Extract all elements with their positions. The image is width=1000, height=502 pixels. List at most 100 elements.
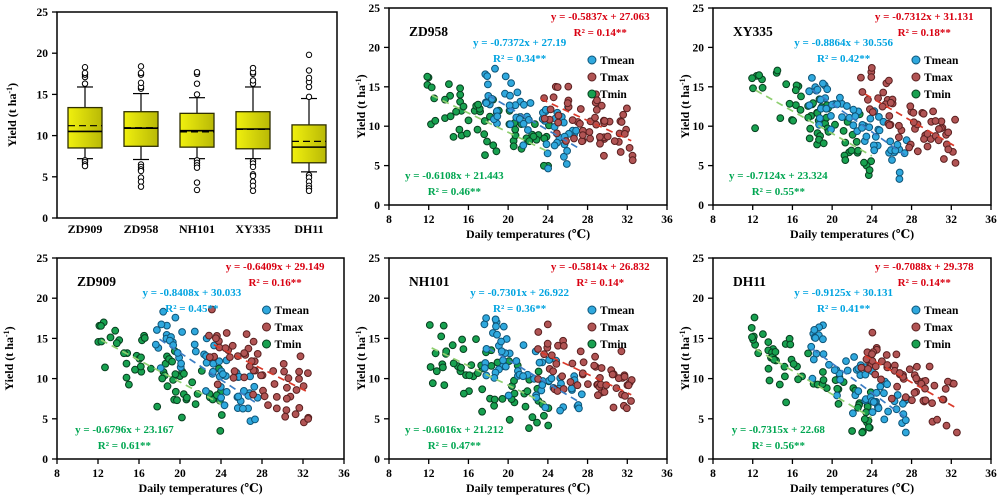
y-axis: 0 5 10 15 20 25 — [369, 3, 389, 212]
svg-text:20: 20 — [37, 293, 49, 305]
equation-tmax: y = -0.5814x + 26.832 R² = 0.14* — [551, 261, 650, 289]
plot-frame — [388, 257, 668, 460]
scatter-points-tmean — [481, 64, 581, 173]
svg-text:36: 36 — [985, 214, 997, 226]
y-axis-label: Yield (t ha-1) — [2, 326, 16, 390]
svg-text:0: 0 — [698, 200, 704, 212]
legend-marker-tmean — [911, 305, 921, 315]
svg-text:28: 28 — [906, 214, 918, 226]
equation-tmin: y = -0.7315x + 22.68 R² = 0.56** — [732, 424, 826, 452]
outlier-point — [305, 51, 313, 59]
category-label-zd909: ZD909 — [68, 222, 103, 236]
trend-line-tmin — [755, 348, 873, 419]
svg-text:8: 8 — [386, 214, 392, 226]
legend: Tmean Tmax Tmin — [262, 305, 310, 351]
svg-text:y = -0.6409x + 29.149: y = -0.6409x + 29.149 — [226, 261, 325, 273]
legend-marker-tmean — [587, 55, 597, 65]
svg-text:20: 20 — [369, 42, 381, 54]
svg-text:y = -0.9125x + 30.131: y = -0.9125x + 30.131 — [794, 287, 893, 299]
svg-text:24: 24 — [866, 468, 878, 480]
svg-text:y = -0.7301x + 26.922: y = -0.7301x + 26.922 — [470, 287, 569, 299]
scatter-points-tmax — [857, 328, 961, 437]
equation-tmean: y = -0.7372x + 27.19 R² = 0.34** — [473, 37, 567, 65]
x-axis: 8 12 16 20 24 28 32 36 — [386, 205, 673, 226]
svg-text:20: 20 — [369, 293, 381, 305]
svg-text:28: 28 — [256, 468, 268, 480]
scatter-svg-DH11: 0 5 10 15 20 25 Yield (t ha-1) 8 12 16 20 24 28 32 36 D… — [678, 254, 997, 495]
svg-text:12: 12 — [423, 468, 435, 480]
svg-text:y = -0.8864x + 30.556: y = -0.8864x + 30.556 — [794, 37, 893, 49]
svg-text:32: 32 — [946, 468, 958, 480]
svg-text:36: 36 — [661, 468, 673, 480]
equation-tmax: y = -0.6409x + 29.149 R² = 0.16** — [226, 261, 325, 289]
svg-text:0: 0 — [42, 454, 48, 466]
trend-line-tmax — [864, 354, 956, 409]
x-axis-label: Daily temperatures (℃) — [790, 481, 914, 495]
legend-label-tmean: Tmean — [924, 305, 959, 317]
legend-label-tmax: Tmax — [924, 72, 953, 84]
svg-text:25: 25 — [369, 3, 381, 15]
svg-text:15: 15 — [693, 82, 705, 94]
x-axis-label: Daily temperatures (℃) — [138, 481, 262, 495]
svg-text:y = -0.5837x + 27.063: y = -0.5837x + 27.063 — [551, 11, 650, 23]
y-axis: 0 5 10 15 20 25 — [37, 7, 57, 225]
svg-text:25: 25 — [693, 254, 705, 265]
svg-text:32: 32 — [946, 214, 958, 226]
x-axis-label: Daily temperatures (℃) — [466, 227, 590, 241]
trend-line-tmin — [755, 89, 873, 157]
outlier-point — [305, 93, 313, 101]
svg-text:R² = 0.61**: R² = 0.61** — [98, 440, 152, 452]
svg-text:24: 24 — [542, 468, 554, 480]
svg-text:36: 36 — [985, 468, 997, 480]
legend-label-tmean: Tmean — [600, 305, 635, 317]
outlier-point — [81, 80, 89, 87]
equation-tmin: y = -0.7124x + 23.324 R² = 0.55** — [729, 170, 828, 198]
equation-tmin: y = -0.6108x + 21.443 R² = 0.46** — [405, 170, 504, 198]
legend-label-tmin: Tmin — [275, 339, 302, 351]
y-axis-label: Yield (t ha-1) — [354, 74, 368, 138]
svg-text:10: 10 — [37, 131, 49, 143]
outlier-point — [249, 172, 257, 180]
legend-label-tmax: Tmax — [600, 322, 629, 334]
outlier-point — [249, 77, 257, 84]
legend-marker-tmean — [587, 305, 597, 315]
box-zd909 — [67, 64, 103, 170]
svg-text:24: 24 — [542, 214, 554, 226]
trend-line-tmin — [431, 347, 549, 406]
svg-text:R² = 0.55**: R² = 0.55** — [752, 186, 806, 198]
svg-text:25: 25 — [693, 3, 705, 15]
scatter-svg-ZD958: 0 5 10 15 20 25 Yield (t ha-1) 8 12 16 20 24 28 32 36 D… — [354, 3, 673, 241]
svg-text:0: 0 — [374, 454, 380, 466]
svg-text:R² = 0.14**: R² = 0.14** — [574, 27, 628, 39]
svg-text:32: 32 — [622, 468, 634, 480]
svg-text:R² = 0.34**: R² = 0.34** — [493, 53, 547, 65]
svg-text:10: 10 — [693, 121, 705, 133]
legend-marker-tmax — [262, 322, 272, 332]
legend-label-tmean: Tmean — [600, 55, 635, 67]
svg-text:0: 0 — [698, 454, 704, 466]
svg-text:20: 20 — [502, 468, 514, 480]
box-nh101 — [179, 68, 215, 194]
legend-label-tmin: Tmin — [924, 89, 951, 101]
panel-scatter-dh11: 0 5 10 15 20 25 Yield (t ha-1) 8 12 16 20 24 28 32 36 D… — [676, 254, 1000, 502]
scatter-points-tmean — [151, 307, 262, 426]
svg-text:25: 25 — [369, 254, 381, 265]
panel-title: ZD909 — [77, 274, 116, 289]
svg-text:15: 15 — [37, 89, 49, 101]
svg-text:28: 28 — [582, 468, 594, 480]
svg-text:y = -0.7315x + 22.68: y = -0.7315x + 22.68 — [732, 424, 826, 436]
scatter-points-tmean — [805, 74, 911, 183]
svg-text:R² = 0.41**: R² = 0.41** — [817, 303, 871, 315]
equation-tmean: y = -0.9125x + 30.131 R² = 0.41** — [794, 287, 893, 315]
y-axis-label: Yield (t ha-1) — [678, 74, 692, 138]
svg-text:y = -0.7088x + 29.378: y = -0.7088x + 29.378 — [875, 261, 974, 273]
svg-text:24: 24 — [866, 214, 878, 226]
svg-text:5: 5 — [374, 414, 380, 426]
outlier-point — [305, 74, 313, 82]
legend-marker-tmean — [911, 55, 921, 65]
svg-text:20: 20 — [174, 468, 186, 480]
panel-scatter-nh101: 0 5 10 15 20 25 Yield (t ha-1) 8 12 16 20 24 28 32 36 D… — [352, 254, 676, 502]
trend-line-tmax — [540, 351, 632, 396]
equation-tmax: y = -0.7312x + 31.131 R² = 0.18** — [875, 11, 974, 39]
